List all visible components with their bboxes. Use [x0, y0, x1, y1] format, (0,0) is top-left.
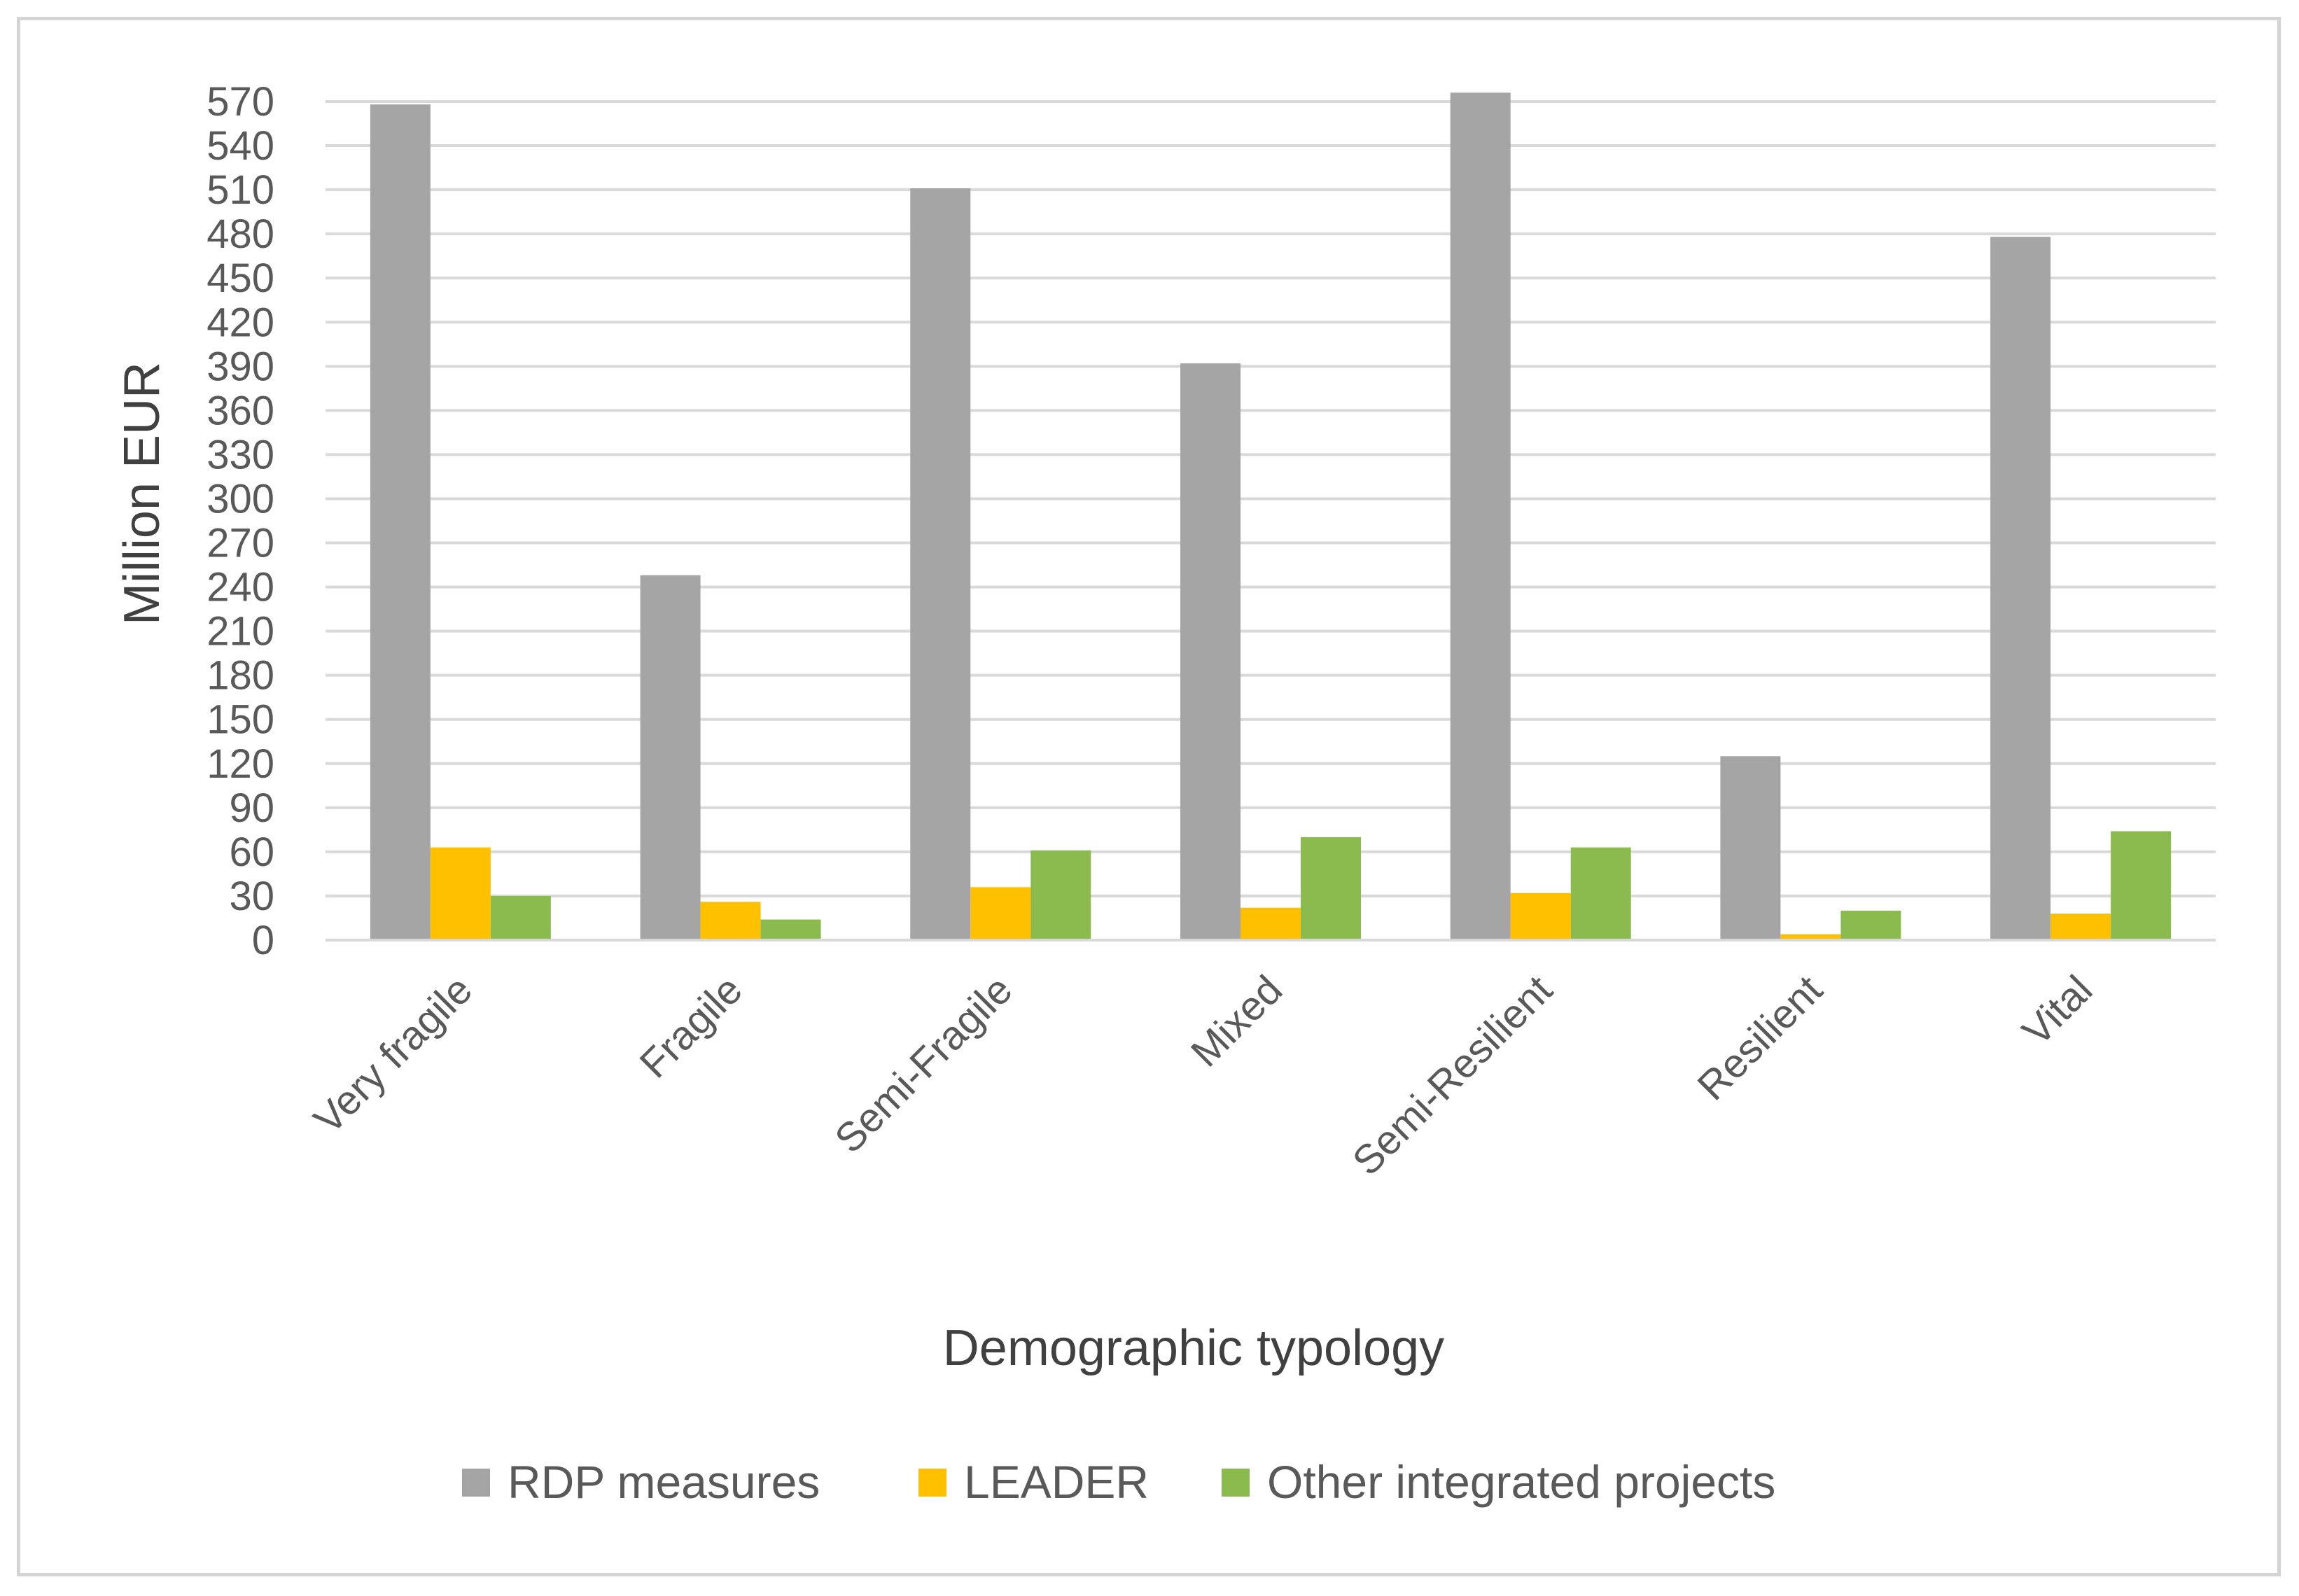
- bar-rdp-measures: [1720, 756, 1781, 940]
- bar-leader: [1241, 907, 1301, 940]
- bar-leader: [700, 902, 761, 940]
- bar-other-integrated-projects: [1301, 836, 1361, 940]
- y-tick-label: 30: [229, 874, 274, 919]
- bar-other-integrated-projects: [1840, 910, 1901, 940]
- y-tick-label: 120: [207, 741, 274, 787]
- bar-leader: [1510, 892, 1571, 940]
- bar-other-integrated-projects: [760, 919, 821, 940]
- y-tick-label: 210: [207, 609, 274, 654]
- bar-leader: [970, 887, 1031, 940]
- y-tick-label: 90: [229, 785, 274, 831]
- x-axis-title: Demographic typology: [943, 1320, 1444, 1376]
- legend-label: Other integrated projects: [1267, 1456, 1775, 1508]
- legend: RDP measures LEADER Other integrated proje…: [462, 1456, 1775, 1508]
- bar-other-integrated-projects: [1570, 847, 1631, 940]
- y-tick-label: 300: [207, 476, 274, 522]
- legend-swatch: [1222, 1469, 1250, 1497]
- legend-swatch: [462, 1469, 490, 1497]
- y-axis-title: Million EUR: [114, 362, 170, 625]
- y-tick-label: 150: [207, 697, 274, 743]
- y-tick-label: 60: [229, 830, 274, 875]
- y-tick-label: 270: [207, 521, 274, 566]
- x-category-label: Vital: [2013, 967, 2101, 1054]
- y-tick-label: 0: [252, 918, 274, 963]
- y-tick-label: 480: [207, 211, 274, 257]
- gridlines: [326, 100, 2216, 897]
- x-category-label: Very fragile: [305, 967, 481, 1142]
- legend-label: LEADER: [964, 1456, 1149, 1508]
- bar-rdp-measures: [1990, 237, 2051, 940]
- x-category-label: Semi-Fragile: [826, 967, 1021, 1161]
- x-axis-categories: Very fragile Fragile Semi-Fragile Mixed Semi…: [305, 967, 2101, 1184]
- y-tick-label: 570: [207, 79, 274, 125]
- bars: [370, 92, 2172, 941]
- bar-other-integrated-projects: [2111, 831, 2172, 940]
- bar-leader: [1780, 934, 1841, 940]
- bar-rdp-measures: [1450, 92, 1511, 940]
- bar-rdp-measures: [910, 188, 971, 940]
- y-tick-label: 540: [207, 123, 274, 169]
- bar-rdp-measures: [640, 575, 701, 940]
- y-tick-label: 510: [207, 167, 274, 213]
- bar-leader: [430, 847, 491, 940]
- legend-swatch: [918, 1469, 946, 1497]
- y-tick-label: 450: [207, 255, 274, 301]
- y-tick-label: 420: [207, 300, 274, 345]
- bar-leader: [2050, 913, 2111, 940]
- bar-other-integrated-projects: [490, 895, 551, 940]
- bar-rdp-measures: [370, 104, 431, 941]
- y-tick-label: 330: [207, 432, 274, 477]
- x-category-label: Fragile: [631, 967, 750, 1086]
- legend-label: RDP measures: [508, 1456, 820, 1508]
- bar-rdp-measures: [1180, 363, 1241, 940]
- bar-other-integrated-projects: [1030, 850, 1091, 940]
- x-category-label: Resilient: [1689, 967, 1831, 1109]
- y-tick-label: 360: [207, 388, 274, 433]
- y-tick-label: 390: [207, 344, 274, 389]
- x-category-label: Semi-Resilient: [1344, 967, 1561, 1184]
- y-tick-label: 180: [207, 653, 274, 699]
- x-category-label: Mixed: [1182, 967, 1291, 1075]
- y-tick-label: 240: [207, 565, 274, 610]
- y-axis-ticks: 0306090120150180210240270300330360390420…: [207, 79, 274, 963]
